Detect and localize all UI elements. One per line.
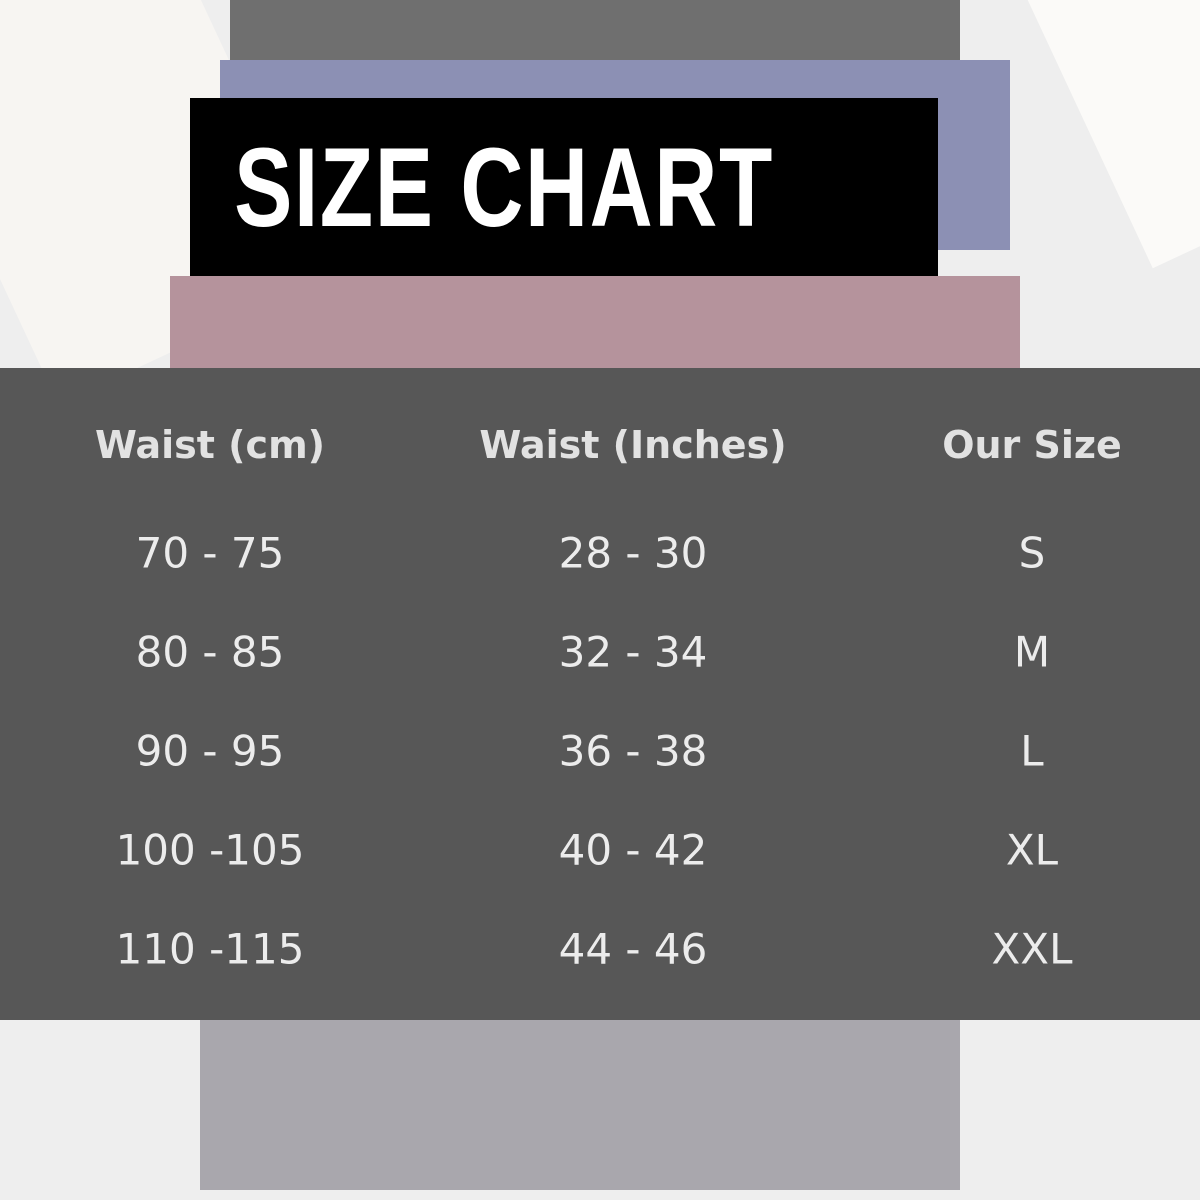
table-cell: 36 - 38 <box>558 726 708 776</box>
table-cell: 44 - 46 <box>558 924 708 974</box>
table-cell: 28 - 30 <box>558 528 708 578</box>
column-header: Waist (Inches) <box>479 423 787 467</box>
table-cell: 70 - 75 <box>135 528 285 578</box>
column-header: Waist (cm) <box>94 423 326 467</box>
table-cell: S <box>1018 528 1046 578</box>
table-cell: XXL <box>991 924 1073 974</box>
table-cell: M <box>1013 627 1051 677</box>
table-cell: XL <box>1005 825 1059 875</box>
table-cell: 40 - 42 <box>558 825 708 875</box>
size-table: Waist (cm) Waist (Inches) Our Size 70 - 75 2… <box>0 368 1200 1020</box>
garment-red <box>170 276 1020 368</box>
table-cell: 32 - 34 <box>558 627 708 677</box>
garment-gray <box>200 1020 960 1190</box>
table-cell: 80 - 85 <box>135 627 285 677</box>
column-header: Our Size <box>942 423 1122 467</box>
book-right <box>1025 0 1200 269</box>
table-cell: 110 -115 <box>115 924 305 974</box>
title-box: SIZE CHART <box>190 98 938 276</box>
table-cell: 90 - 95 <box>135 726 285 776</box>
table-cell: L <box>1020 726 1044 776</box>
title: SIZE CHART <box>234 124 774 250</box>
table-cell: 100 -105 <box>115 825 305 875</box>
